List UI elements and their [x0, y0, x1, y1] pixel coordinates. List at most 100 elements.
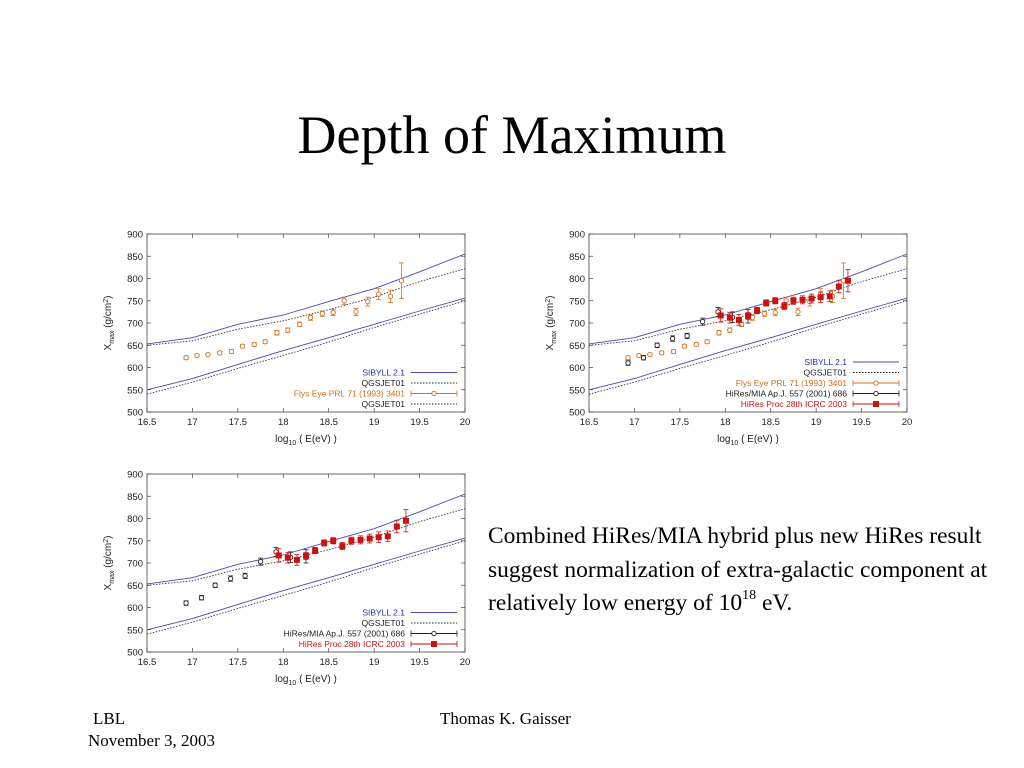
x-axis-label: log10 ( E(eV) ) — [275, 434, 337, 447]
x-tick-label: 17 — [187, 657, 198, 668]
y-tick-label: 650 — [127, 341, 143, 352]
data-point — [625, 360, 631, 366]
model-line-upper — [146, 268, 466, 346]
legend-label: QGSJET01 — [362, 378, 406, 388]
chart-hires: 16.5 17 17.5 18 18.5 19 19.5 20 500 550 600 650 700 7… — [103, 470, 471, 688]
y-tick-label: 550 — [569, 385, 585, 396]
data-point — [393, 523, 400, 530]
data-point — [840, 278, 847, 284]
model-line-lower — [146, 300, 466, 395]
footer-left: LBL November 3, 2003 — [88, 708, 215, 752]
x-tick-label: 20 — [460, 657, 471, 668]
y-tick-label: 850 — [127, 252, 143, 263]
y-tick-label: 700 — [127, 319, 143, 330]
legend-marker — [873, 380, 879, 386]
data-point — [699, 319, 706, 325]
data-point — [808, 295, 815, 302]
data-point — [330, 537, 337, 544]
data-point — [749, 315, 756, 321]
chart-flys-eye: 16.5 17 17.5 18 18.5 19 19.5 20 500 550 600 650 700 7… — [103, 230, 470, 448]
data-point — [669, 335, 676, 342]
data-point — [348, 537, 355, 544]
data-point — [647, 351, 653, 358]
data-point — [398, 278, 405, 284]
data-point — [275, 552, 282, 559]
y-tick-label: 750 — [127, 536, 143, 547]
data-point — [799, 296, 806, 303]
plot-frame — [146, 233, 466, 413]
x-tick-label: 18.5 — [319, 657, 338, 668]
caption-text: Combined HiRes/MIA hybrid plus new HiRes… — [488, 523, 988, 616]
legend-label: Flys Eye PRL 71 (1993) 3401 — [736, 378, 847, 388]
y-tick-label: 500 — [127, 408, 143, 419]
data-point — [307, 315, 314, 321]
data-point — [735, 316, 742, 323]
data-point — [183, 355, 189, 361]
legend-label: SIBYLL 2.1 — [362, 368, 405, 378]
y-tick-label: 850 — [127, 492, 143, 503]
data-point — [772, 297, 779, 304]
model-line-lower — [146, 537, 466, 631]
x-tick-label: 17 — [187, 417, 198, 428]
data-point — [727, 327, 733, 333]
legend-marker — [431, 390, 437, 397]
slide-caption: Combined HiRes/MIA hybrid plus new HiRes… — [488, 520, 1008, 621]
data-point — [239, 343, 246, 349]
x-tick-label: 17.5 — [229, 657, 248, 668]
data-point — [228, 348, 235, 355]
caption-suffix: eV. — [756, 590, 793, 616]
data-point — [716, 330, 722, 336]
data-point — [375, 534, 382, 541]
data-point — [670, 348, 677, 355]
data-point — [783, 298, 789, 304]
data-point — [198, 595, 205, 601]
legend-label: QGSJET01 — [804, 368, 848, 378]
legend-label: HiRes/MIA Ap.J. 557 (2001) 686 — [284, 629, 406, 639]
x-tick-label: 16.5 — [138, 417, 157, 428]
data-point — [303, 552, 309, 559]
data-point — [704, 339, 710, 345]
model-line-lower — [146, 540, 466, 635]
y-tick-label: 900 — [127, 470, 143, 481]
y-axis-label: Xmax (g/cm2) — [545, 296, 558, 351]
data-point — [761, 311, 768, 317]
legend-marker — [873, 390, 879, 397]
footer-date: November 3, 2003 — [88, 731, 216, 750]
data-point — [227, 575, 234, 582]
x-tick-label: 17.5 — [671, 417, 690, 428]
data-point — [681, 343, 688, 349]
data-point — [284, 554, 291, 561]
data-point — [366, 535, 373, 542]
data-point — [274, 330, 280, 336]
y-tick-label: 800 — [569, 274, 585, 285]
data-point — [312, 547, 319, 554]
data-point — [262, 339, 268, 345]
y-tick-label: 550 — [127, 385, 143, 396]
data-point — [194, 352, 200, 359]
y-tick-label: 800 — [127, 514, 143, 525]
slide-title: Depth of Maximum — [297, 105, 727, 165]
x-axis-label: log10 ( E(eV) ) — [717, 434, 779, 447]
x-tick-label: 16.5 — [580, 417, 599, 428]
legend-marker — [431, 641, 437, 647]
data-point — [659, 350, 665, 356]
legend-label: QGSJET01 — [362, 618, 406, 628]
data-point — [212, 582, 218, 588]
caption-exponent: 18 — [742, 588, 757, 604]
data-point — [217, 350, 223, 356]
data-point — [339, 543, 346, 550]
y-tick-label: 600 — [569, 363, 585, 374]
data-point — [790, 297, 797, 304]
data-point — [293, 556, 300, 563]
data-point — [817, 294, 824, 301]
legend-label: Flys Eye PRL 71 (1993) 3401 — [294, 389, 405, 399]
x-tick-label: 17.5 — [229, 417, 248, 428]
data-point — [684, 333, 690, 339]
legend-label: QGSJET01 — [362, 399, 406, 409]
y-tick-label: 900 — [127, 230, 143, 241]
y-tick-label: 500 — [569, 408, 585, 419]
x-tick-label: 18.5 — [319, 417, 338, 428]
data-point — [772, 309, 778, 315]
x-tick-label: 18 — [720, 417, 731, 428]
data-point — [625, 355, 631, 361]
